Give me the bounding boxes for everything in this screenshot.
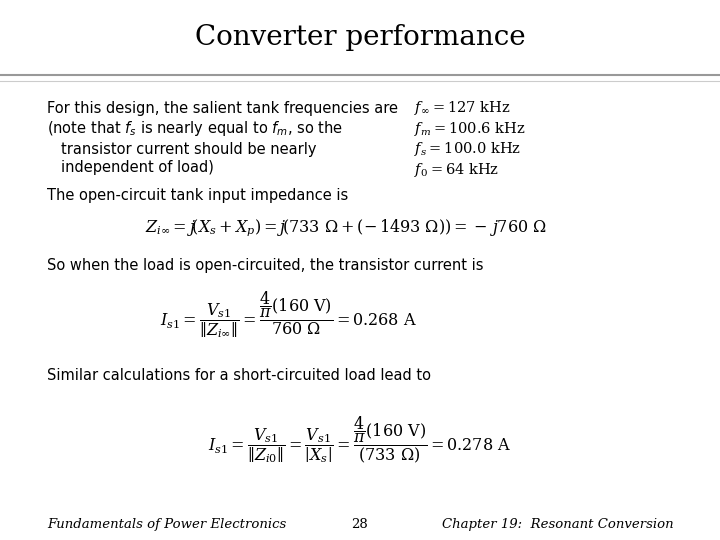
Text: 28: 28 [351, 518, 369, 531]
Text: $f_{m} = 100.6\ \mathrm{kHz}$: $f_{m} = 100.6\ \mathrm{kHz}$ [414, 119, 526, 138]
Text: transistor current should be nearly: transistor current should be nearly [61, 141, 317, 157]
Text: $f_{\infty} = 127\ \mathrm{kHz}$: $f_{\infty} = 127\ \mathrm{kHz}$ [414, 99, 510, 117]
Text: For this design, the salient tank frequencies are: For this design, the salient tank freque… [47, 100, 397, 116]
Text: $I_{s1} = \dfrac{V_{s1}}{\left\|Z_{i\infty}\right\|} = \dfrac{\dfrac{4}{\pi}\lef: $I_{s1} = \dfrac{V_{s1}}{\left\|Z_{i\inf… [160, 289, 416, 340]
Text: $Z_{i\infty} = j\!\left(X_s + X_p\right) = j\!\left(733\ \Omega + (-\,1493\ \Ome: $Z_{i\infty} = j\!\left(X_s + X_p\right)… [145, 218, 546, 238]
Text: $I_{s1} = \dfrac{V_{s1}}{\left\|Z_{i0}\right\|} = \dfrac{V_{s1}}{\left|X_s\right: $I_{s1} = \dfrac{V_{s1}}{\left\|Z_{i0}\r… [209, 415, 511, 465]
Text: Similar calculations for a short-circuited load lead to: Similar calculations for a short-circuit… [47, 368, 431, 383]
Text: independent of load): independent of load) [61, 160, 214, 175]
Text: Chapter 19:  Resonant Conversion: Chapter 19: Resonant Conversion [441, 518, 673, 531]
Text: Fundamentals of Power Electronics: Fundamentals of Power Electronics [47, 518, 286, 531]
Text: $f_{0} = 64\ \mathrm{kHz}$: $f_{0} = 64\ \mathrm{kHz}$ [414, 160, 499, 179]
Text: (note that $f_s$ is nearly equal to $f_m$, so the: (note that $f_s$ is nearly equal to $f_m… [47, 119, 343, 138]
Text: So when the load is open-circuited, the transistor current is: So when the load is open-circuited, the … [47, 258, 483, 273]
Text: Converter performance: Converter performance [194, 24, 526, 51]
Text: $f_{s} = 100.0\ \mathrm{kHz}$: $f_{s} = 100.0\ \mathrm{kHz}$ [414, 140, 521, 158]
Text: The open-circuit tank input impedance is: The open-circuit tank input impedance is [47, 188, 348, 203]
